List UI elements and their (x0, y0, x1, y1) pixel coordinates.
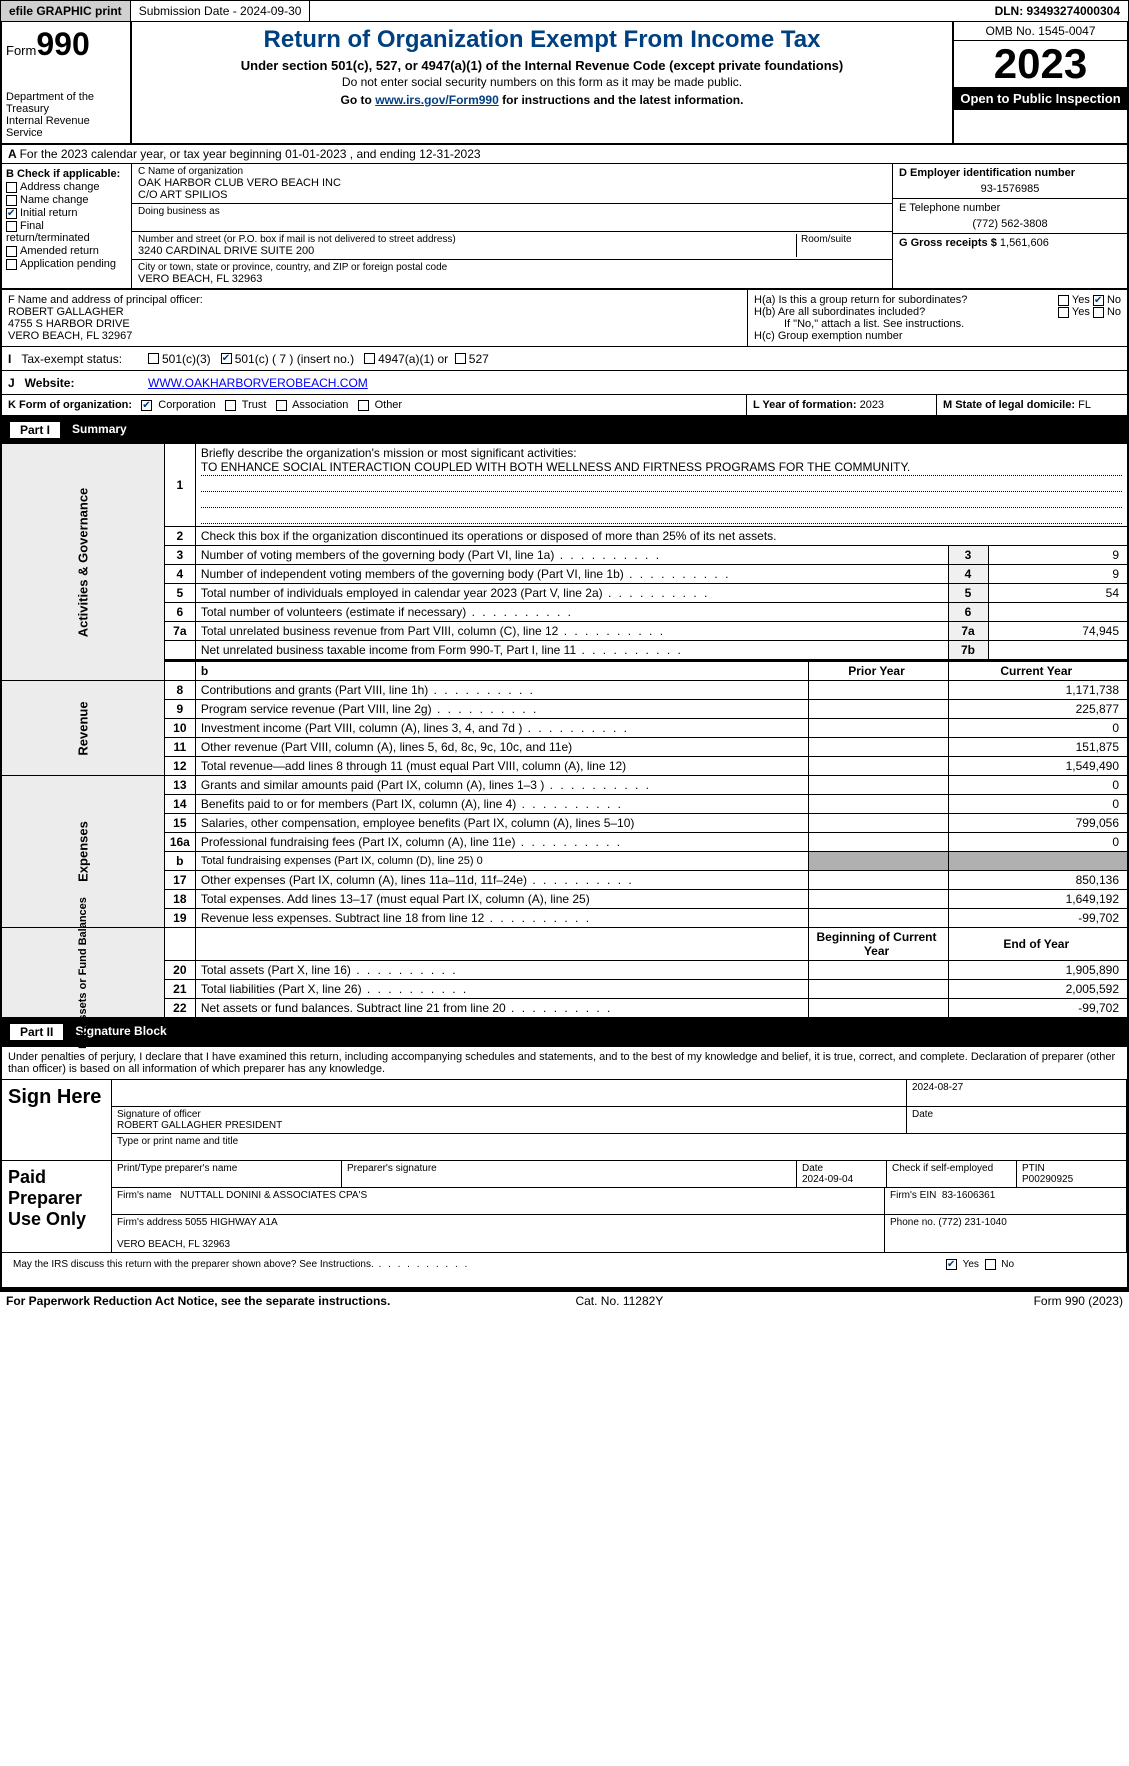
sign-here-label: Sign Here (2, 1080, 112, 1160)
side-governance: Activities & Governance (75, 486, 90, 638)
paid-preparer-label: Paid Preparer Use Only (2, 1161, 112, 1252)
val-22: -99,702 (948, 999, 1128, 1019)
org-name: OAK HARBOR CLUB VERO BEACH INC C/O ART S… (138, 177, 886, 201)
ptin: P00290925 (1022, 1174, 1073, 1185)
open-public-badge: Open to Public Inspection (954, 87, 1127, 110)
val-3: 9 (988, 546, 1128, 565)
line-j-website: J Website: WWW.OAKHARBORVEROBEACH.COM (0, 371, 1129, 395)
firm-name: NUTTALL DONINI & ASSOCIATES CPA'S (180, 1190, 367, 1201)
page-footer: For Paperwork Reduction Act Notice, see … (0, 1290, 1129, 1310)
ein: 93-1576985 (899, 183, 1121, 195)
val-11: 151,875 (948, 738, 1128, 757)
val-14: 0 (948, 795, 1128, 814)
form-title: Return of Organization Exempt From Incom… (140, 26, 944, 54)
omb-number: OMB No. 1545-0047 (954, 22, 1127, 41)
efile-print-button[interactable]: efile GRAPHIC print (1, 1, 131, 21)
box-c-org-info: C Name of organizationOAK HARBOR CLUB VE… (132, 164, 892, 288)
val-19: -99,702 (948, 909, 1128, 928)
section-b-to-g: B Check if applicable: Address change Na… (0, 163, 1129, 290)
form-header: Form990 Department of the Treasury Inter… (0, 22, 1129, 145)
firm-phone: (772) 231-1040 (938, 1217, 1006, 1228)
year-formation: 2023 (860, 399, 884, 411)
val-17: 850,136 (948, 871, 1128, 890)
form-number: Form990 (6, 26, 126, 63)
irs-link[interactable]: www.irs.gov/Form990 (375, 93, 499, 107)
val-13: 0 (948, 776, 1128, 795)
prep-date: 2024-09-04 (802, 1174, 853, 1185)
chk-initial-return[interactable]: Initial return (6, 207, 127, 219)
box-d-to-g: D Employer identification number93-15769… (892, 164, 1127, 288)
val-4: 9 (988, 565, 1128, 584)
line-a-tax-year: A For the 2023 calendar year, or tax yea… (0, 145, 1129, 163)
gross-receipts: 1,561,606 (1000, 237, 1049, 249)
form-subtitle-1: Under section 501(c), 527, or 4947(a)(1)… (140, 58, 944, 73)
val-21: 2,005,592 (948, 980, 1128, 999)
officer-name: ROBERT GALLAGHER PRESIDENT (117, 1120, 282, 1131)
chk-app-pending[interactable]: Application pending (6, 258, 127, 270)
val-10: 0 (948, 719, 1128, 738)
h-b-subordinates: H(b) Are all subordinates included? Yes … (754, 306, 1121, 318)
org-city: VERO BEACH, FL 32963 (138, 273, 886, 285)
phone: (772) 562-3808 (899, 218, 1121, 230)
summary-table: Activities & Governance 1 Briefly descri… (0, 443, 1129, 1019)
h-c-exemption: H(c) Group exemption number (754, 330, 1121, 342)
org-address: 3240 CARDINAL DRIVE SUITE 200 (138, 245, 796, 257)
line-i-tax-status: I Tax-exempt status: 501(c)(3) 501(c) ( … (0, 347, 1129, 371)
chk-address-change[interactable]: Address change (6, 181, 127, 193)
top-bar: efile GRAPHIC print Submission Date - 20… (0, 0, 1129, 22)
line-k-l-m: K Form of organization: Corporation Trus… (0, 395, 1129, 417)
dln-number: DLN: 93493274000304 (987, 1, 1128, 21)
dept-treasury: Department of the Treasury Internal Reve… (6, 91, 126, 139)
box-b-checkboxes: B Check if applicable: Address change Na… (2, 164, 132, 288)
val-20: 1,905,890 (948, 961, 1128, 980)
part-1-header: Part ISummary (0, 417, 1129, 443)
h-a-group-return: H(a) Is this a group return for subordin… (754, 294, 1121, 306)
val-15: 799,056 (948, 814, 1128, 833)
val-12: 1,549,490 (948, 757, 1128, 776)
chk-name-change[interactable]: Name change (6, 194, 127, 206)
perjury-declaration: Under penalties of perjury, I declare th… (2, 1047, 1127, 1079)
val-5: 54 (988, 584, 1128, 603)
side-net-assets: Net Assets or Fund Balances (77, 897, 89, 1049)
signature-block: Under penalties of perjury, I declare th… (0, 1045, 1129, 1290)
form-instructions-link: Go to www.irs.gov/Form990 for instructio… (140, 93, 944, 107)
val-7a: 74,945 (988, 622, 1128, 641)
dba-label: Doing business as (138, 206, 886, 217)
firm-ein: 83-1606361 (942, 1190, 995, 1201)
form-subtitle-2: Do not enter social security numbers on … (140, 75, 944, 89)
val-9: 225,877 (948, 700, 1128, 719)
val-7b (988, 641, 1128, 660)
section-f-h: F Name and address of principal officer:… (0, 290, 1129, 347)
sig-date: 2024-08-27 (907, 1080, 1127, 1106)
val-8: 1,171,738 (948, 681, 1128, 700)
submission-date: Submission Date - 2024-09-30 (131, 1, 311, 21)
chk-amended[interactable]: Amended return (6, 245, 127, 257)
mission-text: TO ENHANCE SOCIAL INTERACTION COUPLED WI… (201, 460, 1122, 476)
state-domicile: FL (1078, 399, 1091, 411)
chk-final-return[interactable]: Final return/terminated (6, 220, 127, 244)
part-2-header: Part IISignature Block (0, 1019, 1129, 1045)
val-6 (988, 603, 1128, 622)
tax-year: 2023 (954, 41, 1127, 87)
val-18: 1,649,192 (948, 890, 1128, 909)
val-16a: 0 (948, 833, 1128, 852)
principal-officer: ROBERT GALLAGHER 4755 S HARBOR DRIVE VER… (8, 306, 741, 342)
website-link[interactable]: WWW.OAKHARBORVEROBEACH.COM (148, 376, 368, 390)
